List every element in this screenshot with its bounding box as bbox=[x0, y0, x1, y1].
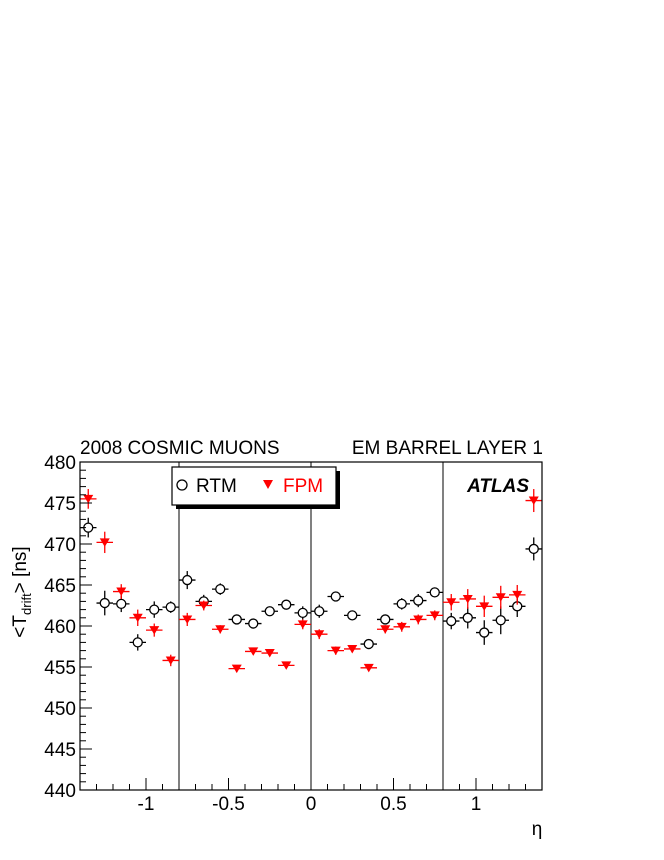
rtm-data-point bbox=[149, 604, 160, 615]
fpm-data-point bbox=[330, 646, 341, 656]
x-tick-label: 0.5 bbox=[380, 794, 406, 815]
chart-title-right: EM BARREL LAYER 1 bbox=[352, 438, 543, 459]
legend-rtm-label: RTM bbox=[196, 476, 237, 497]
rtm-data-point bbox=[281, 599, 292, 610]
rtm-data-point bbox=[165, 601, 176, 613]
y-axis-label: <Tdrift> [ns] bbox=[10, 546, 34, 637]
y-tick-label: 465 bbox=[44, 576, 76, 597]
legend-rtm-marker-icon bbox=[176, 479, 188, 491]
rtm-data-point bbox=[396, 598, 407, 610]
fpm-data-point bbox=[528, 496, 539, 506]
x-tick-label: 0 bbox=[306, 794, 317, 815]
rtm-data-point bbox=[446, 615, 457, 627]
fpm-data-point bbox=[165, 656, 176, 665]
y-tick-label: 475 bbox=[44, 494, 76, 515]
rtm-data-point bbox=[429, 587, 440, 598]
y-tick-label: 460 bbox=[44, 617, 76, 638]
fpm-data-point bbox=[462, 594, 473, 604]
rtm-data-point bbox=[182, 574, 193, 586]
fpm-data-point bbox=[380, 625, 391, 634]
fpm-data-point bbox=[83, 494, 94, 504]
legend-fpm-marker-icon bbox=[263, 480, 273, 489]
fpm-data-point bbox=[231, 664, 242, 674]
y-tick-label: 445 bbox=[44, 740, 76, 761]
rtm-data-point bbox=[248, 618, 259, 629]
fpm-data-point bbox=[297, 620, 308, 629]
series-rtm bbox=[80, 517, 542, 651]
rtm-data-point bbox=[264, 606, 275, 617]
x-tick-label: 1 bbox=[471, 794, 482, 815]
rtm-data-point bbox=[297, 607, 308, 619]
fpm-data-point bbox=[363, 663, 374, 673]
y-tick-label: 450 bbox=[44, 699, 76, 720]
fpm-data-point bbox=[182, 615, 193, 624]
x-tick-label: -0.5 bbox=[212, 794, 245, 815]
legend-fpm-label: FPM bbox=[283, 476, 323, 497]
fpm-data-point bbox=[116, 587, 127, 597]
x-tick-label: -1 bbox=[138, 794, 155, 815]
chart-title-left: 2008 COSMIC MUONS bbox=[80, 438, 280, 459]
y-tick-label: 455 bbox=[44, 658, 76, 679]
fpm-data-point bbox=[99, 538, 110, 547]
rtm-data-point bbox=[413, 595, 424, 606]
rtm-data-point bbox=[495, 615, 506, 626]
rtm-data-point bbox=[347, 610, 358, 621]
legend-box bbox=[171, 466, 337, 506]
rtm-data-point bbox=[99, 597, 110, 609]
fpm-data-point bbox=[413, 615, 424, 624]
rtm-data-point bbox=[231, 614, 242, 625]
fpm-data-point bbox=[347, 644, 358, 654]
rtm-data-point bbox=[528, 543, 539, 555]
x-axis-label: η bbox=[532, 819, 543, 840]
fpm-data-point bbox=[446, 598, 457, 607]
fpm-data-point bbox=[396, 622, 407, 632]
atlas-watermark: ATLAS bbox=[466, 476, 529, 497]
rtm-data-point bbox=[116, 598, 127, 610]
fpm-data-point bbox=[198, 601, 209, 610]
rtm-data-point bbox=[330, 591, 341, 602]
rtm-data-point bbox=[314, 606, 325, 617]
fpm-data-point bbox=[132, 613, 143, 623]
rtm-data-point bbox=[462, 612, 473, 623]
fpm-data-point bbox=[314, 630, 325, 639]
y-tick-label: 470 bbox=[44, 535, 76, 556]
rtm-data-point bbox=[363, 638, 374, 650]
fpm-data-point bbox=[264, 649, 275, 658]
fpm-data-point bbox=[149, 626, 160, 635]
fpm-data-point bbox=[479, 602, 490, 611]
rtm-data-point bbox=[380, 614, 391, 625]
fpm-data-point bbox=[512, 590, 523, 600]
rtm-data-point bbox=[215, 583, 226, 595]
rtm-data-point bbox=[132, 637, 143, 648]
fpm-data-point bbox=[495, 593, 506, 602]
fpm-data-point bbox=[215, 625, 226, 634]
y-tick-label: 480 bbox=[44, 453, 76, 474]
fpm-data-point bbox=[248, 647, 259, 656]
y-tick-label: 440 bbox=[44, 781, 76, 802]
rtm-data-point bbox=[479, 627, 490, 638]
fpm-data-point bbox=[429, 611, 440, 620]
series-fpm bbox=[80, 489, 542, 674]
fpm-data-point bbox=[281, 661, 292, 670]
